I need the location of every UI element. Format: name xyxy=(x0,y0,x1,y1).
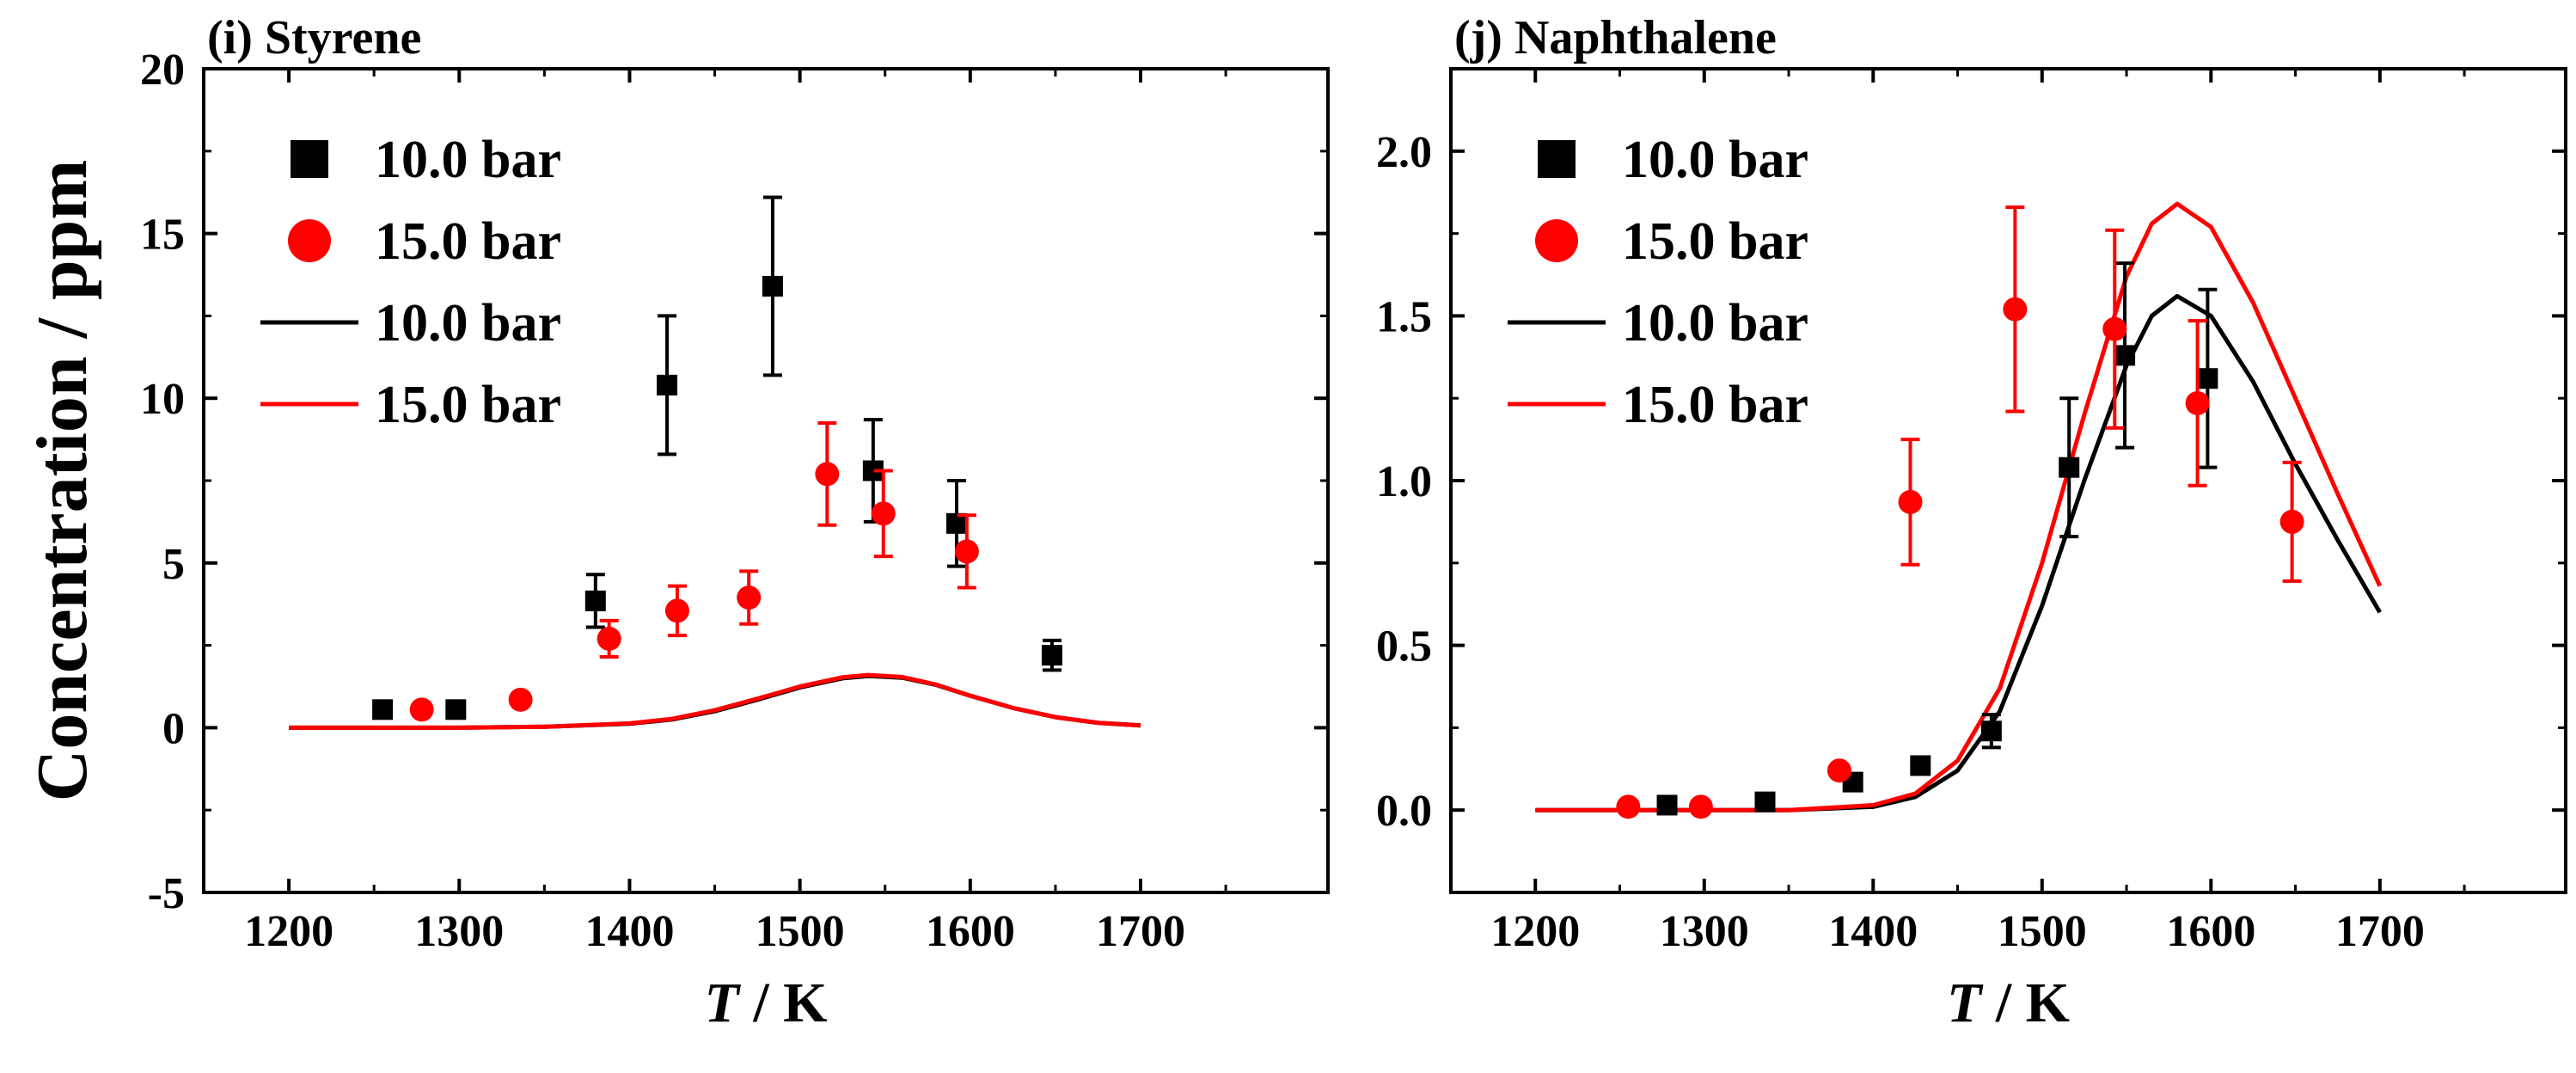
y-tick-label: 1.0 xyxy=(1376,457,1432,506)
data-point-circle xyxy=(2279,509,2304,534)
x-axis-label: T / K xyxy=(1947,972,2070,1034)
data-point-square xyxy=(2059,457,2080,478)
x-tick-label: 1400 xyxy=(1828,907,1918,956)
data-point-circle xyxy=(597,626,621,651)
data-point-square xyxy=(584,590,606,611)
legend-label: 10.0 bar xyxy=(1622,131,1808,189)
x-axis-label-unit: / K xyxy=(1981,972,2070,1034)
y-tick-label: 0 xyxy=(162,704,185,753)
y-tick-label: 2.0 xyxy=(1376,128,1432,177)
data-point-circle xyxy=(2185,390,2210,415)
panel-title: (j) Naphthalene xyxy=(1454,11,1777,64)
data-point-circle xyxy=(664,598,689,623)
x-tick-label: 1500 xyxy=(1998,907,2087,956)
y-tick-label: 10 xyxy=(140,375,185,424)
legend: 10.0 bar 15.0 bar 10.0 bar 15.0 bar xyxy=(1508,131,1808,434)
data-point-square xyxy=(762,275,783,297)
x-tick-label: 1500 xyxy=(756,907,845,956)
x-axis-label-symbol: T xyxy=(704,972,741,1034)
x-tick-label: 1700 xyxy=(2335,907,2425,956)
data-point-circle xyxy=(1826,758,1851,783)
x-axis-label-unit: / K xyxy=(739,972,828,1034)
legend-label: 10.0 bar xyxy=(375,131,561,189)
data-point-circle xyxy=(737,586,762,610)
x-tick-label: 1600 xyxy=(926,907,1015,956)
data-point-circle xyxy=(871,501,896,526)
y-tick-label: 5 xyxy=(162,540,185,589)
panel-styrene: 1200 1300 1400 1500 1600 1700 -5 0 5 10 15 20 (i) St… xyxy=(22,11,1330,1034)
legend-label: 15.0 bar xyxy=(375,376,561,434)
x-tick-label: 1400 xyxy=(584,907,674,956)
x-tick-label: 1700 xyxy=(1096,907,1185,956)
legend-label: 10.0 bar xyxy=(375,294,561,353)
y-tick-label: 20 xyxy=(140,46,185,95)
legend-label: 15.0 bar xyxy=(1622,376,1808,434)
legend-marker-square xyxy=(291,140,328,178)
x-tick-label: 1200 xyxy=(1490,907,1580,956)
y-tick-label: 0.0 xyxy=(1376,787,1432,836)
x-axis-label: T / K xyxy=(704,972,827,1034)
x-tick-label: 1600 xyxy=(2166,907,2255,956)
y-tick-label: -5 xyxy=(148,869,185,918)
model-line-150bar-red xyxy=(289,672,1141,730)
data-point-circle xyxy=(954,539,979,564)
legend-label: 15.0 bar xyxy=(1622,212,1808,271)
x-tick-label: 1300 xyxy=(414,907,504,956)
data-point-circle xyxy=(1898,489,1923,514)
data-point-square xyxy=(862,460,884,481)
data-point-square xyxy=(1754,791,1776,812)
model-line-100bar-black xyxy=(1535,293,2382,812)
x-axis-label-symbol: T xyxy=(1947,972,1984,1034)
data-point-circle xyxy=(409,697,434,722)
data-point-square xyxy=(372,699,394,720)
data-point-square xyxy=(2114,345,2136,366)
legend-label: 15.0 bar xyxy=(375,212,561,271)
legend-marker-circle xyxy=(1535,219,1578,262)
y-tick-label: 1.5 xyxy=(1376,292,1432,341)
legend-marker-square xyxy=(1538,140,1576,178)
data-point-circle xyxy=(508,687,533,712)
plot-frame xyxy=(1449,67,2567,894)
data-point-circle xyxy=(2102,316,2127,341)
y-tick-label: 15 xyxy=(140,211,185,260)
model-line-150bar-red xyxy=(1535,201,2383,812)
data-point-square xyxy=(1041,645,1062,666)
legend-label: 10.0 bar xyxy=(1622,294,1808,353)
y-tick-label: 0.5 xyxy=(1376,622,1432,671)
panel-naphthalene: 1200 1300 1400 1500 1600 1700 0.0 0.5 1.0 1.5 2.0 (… xyxy=(1376,11,2567,1034)
data-point-square xyxy=(445,699,467,720)
plot-frame xyxy=(202,67,1330,894)
data-point-circle xyxy=(1688,794,1713,819)
data-point-circle xyxy=(815,462,840,487)
legend: 10.0 bar 15.0 bar 10.0 bar 15.0 bar xyxy=(260,131,561,434)
data-point-square xyxy=(1656,794,1678,816)
panel-title: (i) Styrene xyxy=(207,11,421,64)
data-point-square xyxy=(657,374,678,395)
data-point-square xyxy=(1980,720,2002,742)
legend-marker-circle xyxy=(288,219,331,262)
y-axis-label: Concentration / ppm xyxy=(22,160,102,802)
data-point-circle xyxy=(1616,794,1641,819)
data-point-square xyxy=(1910,755,1931,776)
data-point-square xyxy=(2197,368,2218,389)
x-tick-label: 1300 xyxy=(1660,907,1749,956)
data-point-circle xyxy=(2003,297,2028,322)
x-tick-label: 1200 xyxy=(244,907,333,956)
